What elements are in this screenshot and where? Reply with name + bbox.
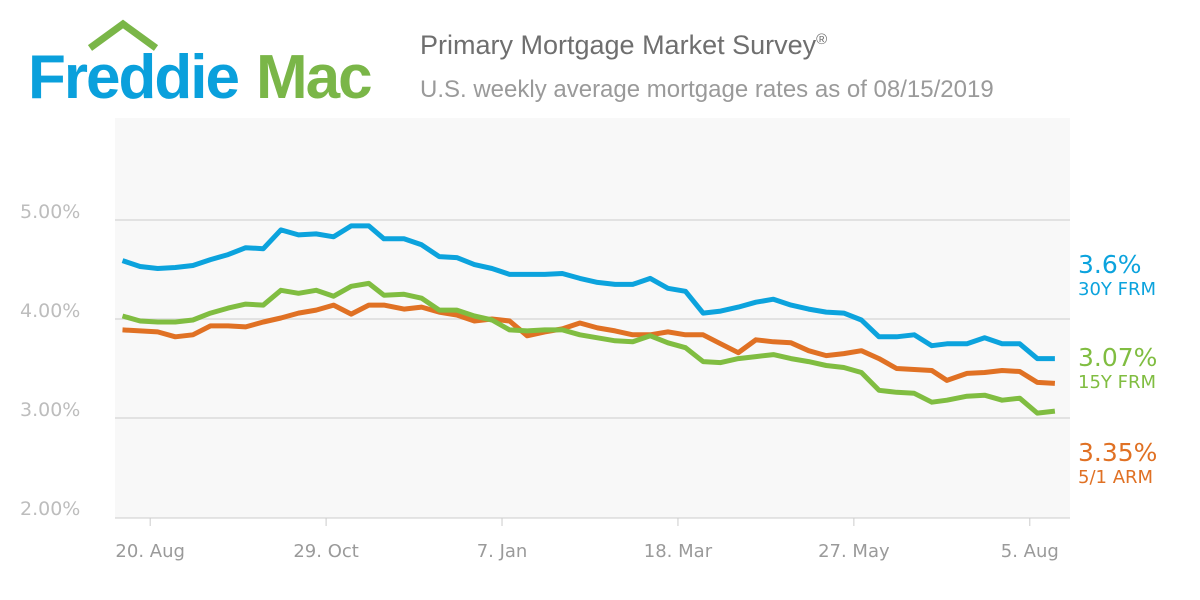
x-tick-label: 29. Oct: [293, 541, 358, 562]
x-tick-label: 27. May: [818, 541, 890, 562]
latest-rate: 3.6%: [1078, 250, 1142, 279]
x-tick-label: 20. Aug: [115, 541, 185, 562]
title-text: Primary Mortgage Market Survey: [420, 30, 817, 60]
logo-freddie: Freddie: [28, 43, 238, 108]
series-name: 30Y FRM: [1078, 279, 1157, 300]
series-name: 5/1 ARM: [1078, 467, 1154, 488]
x-tick-label: 7. Jan: [477, 541, 528, 562]
logo-mac: Mac: [256, 43, 371, 108]
series-line-30y-frm: [121, 223, 1055, 362]
series-label: 3.6% 30Y FRM: [1078, 250, 1156, 300]
x-tick-label: 18. Mar: [644, 541, 713, 562]
house-roof-icon: [87, 19, 159, 51]
latest-rate: 3.35%: [1078, 438, 1158, 467]
chart-title: Primary Mortgage Market Survey®: [420, 30, 827, 61]
series-line-5-1-arm: [122, 302, 1056, 386]
chart-subtitle: U.S. weekly average mortgage rates as of…: [420, 76, 994, 103]
y-tick-label: 5.00%: [20, 201, 80, 223]
series-name: 15Y FRM: [1078, 372, 1157, 393]
y-tick-label: 4.00%: [20, 300, 80, 322]
series-label: 3.07% 15Y FRM: [1078, 343, 1157, 393]
y-tick-label: 3.00%: [20, 399, 80, 421]
registered-mark: ®: [816, 31, 828, 48]
latest-rate: 3.07%: [1078, 343, 1158, 372]
x-tick-label: 5. Aug: [1001, 541, 1059, 562]
series-line-15y-frm: [121, 280, 1056, 416]
freddie-mac-logo: Freddie Mac: [28, 19, 373, 108]
y-tick-label: 2.00%: [20, 498, 80, 520]
series-label: 3.35% 5/1 ARM: [1078, 438, 1157, 488]
